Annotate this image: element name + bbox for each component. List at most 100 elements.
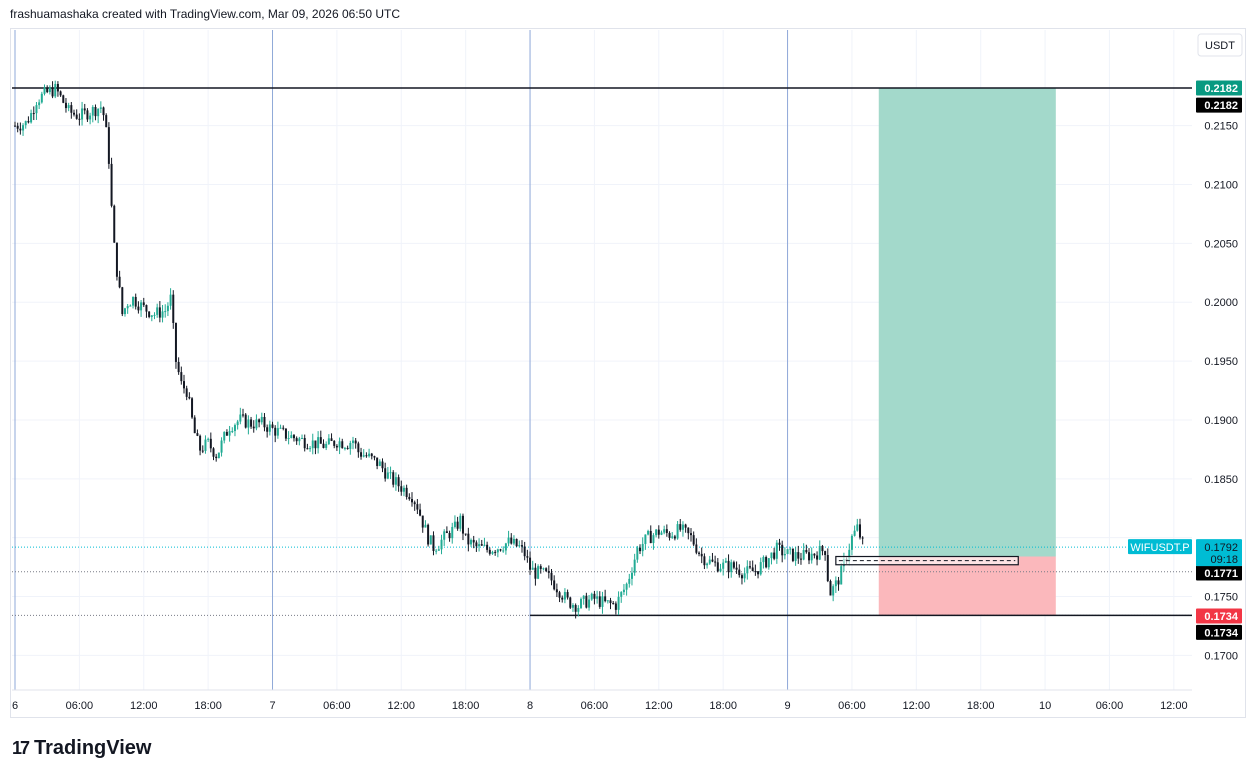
price-tag-label: 0.1734 (1204, 611, 1239, 623)
candle-body (480, 544, 483, 546)
candle-body (145, 305, 148, 312)
candle-body (765, 557, 768, 568)
candle-body (470, 539, 473, 545)
candle-body (153, 314, 156, 316)
candle-body (580, 598, 583, 608)
candle-body (558, 592, 561, 598)
candle-body (467, 533, 470, 545)
candle-body (818, 546, 821, 560)
candle-body (539, 566, 542, 569)
candle-body (614, 603, 617, 610)
candle-body (319, 437, 322, 444)
candle-body (225, 431, 228, 436)
candle-body (443, 531, 446, 540)
candle-body (786, 549, 789, 555)
candle-body (97, 108, 100, 117)
candle-body (303, 437, 306, 449)
time-tick-label: 06:00 (581, 700, 609, 712)
candle-body (59, 91, 62, 96)
price-tick-label: 0.1750 (1204, 592, 1238, 604)
candle-body (271, 424, 274, 428)
candle-body (150, 315, 153, 317)
candle-body (244, 414, 247, 428)
candle-body (220, 440, 223, 453)
candle-body (448, 532, 451, 539)
candle-body (89, 115, 92, 120)
candle-body (164, 311, 167, 313)
candle-body (397, 477, 400, 487)
candle-body (35, 105, 38, 114)
time-tick-label: 8 (527, 700, 533, 712)
candle-body (649, 530, 652, 544)
candle-body (773, 552, 776, 559)
tradingview-logo[interactable]: 17 TradingView (12, 737, 151, 760)
candle-body (435, 550, 438, 552)
time-tick-label: 18:00 (967, 700, 995, 712)
horizontal-levels (12, 87, 1192, 617)
candle-body (67, 105, 70, 109)
candle-body (392, 472, 395, 485)
tradingview-logo-text: TradingView (34, 737, 152, 759)
candle-body (526, 556, 529, 558)
candle-body (445, 531, 448, 533)
candle-body (290, 435, 293, 439)
candle-body (70, 105, 73, 113)
time-tick-label: 9 (784, 700, 790, 712)
candle-body (274, 427, 277, 436)
candle-body (402, 487, 405, 492)
candle-body (118, 276, 121, 288)
candle-body (335, 445, 338, 448)
time-tick-label: 12:00 (388, 700, 416, 712)
candle-body (657, 529, 660, 535)
candle-body (799, 558, 802, 560)
candle-body (22, 125, 25, 131)
candle-body (684, 524, 687, 528)
candle-body (75, 114, 78, 119)
candle-body (188, 396, 191, 399)
candle-body (295, 438, 298, 442)
candle-body (333, 440, 336, 446)
candle-body (504, 543, 507, 551)
candle-body (606, 600, 609, 602)
candle-body (759, 562, 762, 575)
candle-body (263, 416, 266, 428)
candle-body (327, 438, 330, 445)
price-tick-label: 0.2100 (1204, 180, 1238, 192)
candle-body (639, 547, 642, 552)
candle-body (700, 553, 703, 557)
candle-body (550, 572, 553, 581)
candle-body (413, 502, 416, 505)
candle-body (215, 456, 218, 459)
candle-body (617, 596, 620, 610)
candle-body (520, 545, 523, 547)
candle-body (848, 549, 851, 561)
candle-body (861, 537, 864, 539)
price-tick-label: 0.2050 (1204, 238, 1238, 250)
candle-body (99, 107, 102, 109)
candle-body (746, 566, 749, 574)
candle-body (628, 578, 631, 584)
candle-body (749, 566, 752, 568)
candle-body (432, 535, 435, 551)
candle-body (598, 596, 601, 607)
candle-body (440, 539, 443, 550)
candle-body (808, 552, 811, 561)
candle-body (547, 571, 550, 573)
price-tick-label: 0.2000 (1204, 297, 1238, 309)
candle-body (829, 581, 832, 596)
candle-body (553, 580, 556, 590)
candle-body (502, 550, 505, 552)
candle-body (268, 424, 271, 432)
time-tick-label: 12:00 (1160, 700, 1188, 712)
candle-body (421, 515, 424, 528)
candle-body (663, 529, 666, 533)
candle-body (507, 537, 510, 544)
candle-body (655, 529, 658, 536)
candle-body (590, 593, 593, 600)
candle-body (791, 548, 794, 561)
candle-body (317, 437, 320, 449)
candle-body (727, 560, 730, 573)
candle-body (51, 87, 54, 97)
time-axis: 6 06:00 12:00 18:00 7 06:00 12:00 18:00 8 06:00 12… (12, 689, 1192, 712)
